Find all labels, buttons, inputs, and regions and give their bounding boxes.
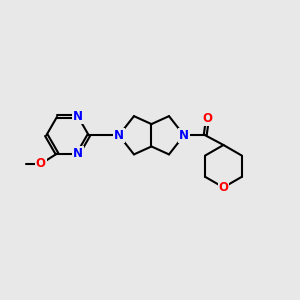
Text: N: N bbox=[179, 129, 189, 142]
Text: N: N bbox=[73, 147, 83, 160]
Text: O: O bbox=[202, 112, 213, 125]
Text: N: N bbox=[73, 110, 83, 123]
Text: O: O bbox=[218, 181, 229, 194]
Text: O: O bbox=[36, 158, 46, 170]
Text: N: N bbox=[114, 129, 124, 142]
